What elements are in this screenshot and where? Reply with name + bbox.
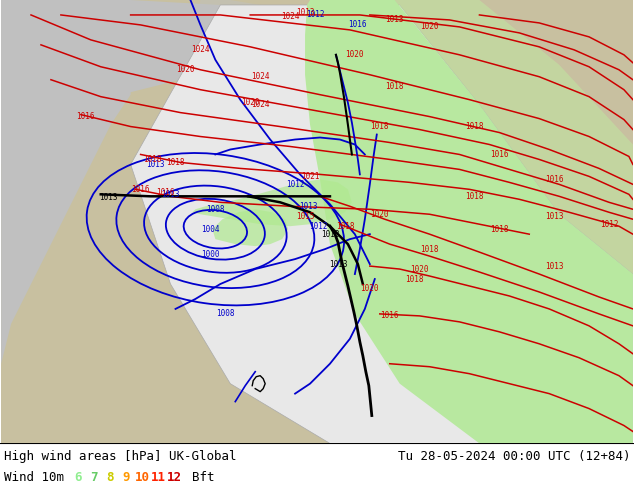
Text: 1018: 1018 [143, 155, 162, 164]
Text: 1018: 1018 [370, 122, 389, 131]
Text: 1018: 1018 [465, 192, 484, 201]
Text: 1021: 1021 [301, 172, 320, 181]
Text: 1013: 1013 [385, 15, 404, 24]
Text: 10: 10 [134, 470, 150, 484]
Text: 1024: 1024 [251, 100, 269, 109]
Text: 1024: 1024 [281, 12, 299, 22]
Text: 1013: 1013 [299, 202, 317, 211]
Text: 1012: 1012 [600, 220, 618, 229]
Text: 1016: 1016 [380, 312, 399, 320]
Text: High wind areas [hPa] UK-Global: High wind areas [hPa] UK-Global [4, 450, 236, 463]
Text: 1018: 1018 [335, 221, 354, 231]
Text: 1013: 1013 [321, 230, 339, 239]
Text: 8: 8 [107, 470, 113, 484]
Text: 1013: 1013 [100, 193, 118, 202]
Text: 1020: 1020 [370, 210, 389, 219]
Text: 1013: 1013 [545, 262, 564, 270]
Text: 1008: 1008 [206, 205, 224, 214]
Text: 1008: 1008 [216, 309, 235, 318]
Text: 1012: 1012 [309, 221, 327, 231]
Text: 12: 12 [167, 470, 181, 484]
Text: 1016: 1016 [131, 185, 150, 194]
Text: 1024: 1024 [251, 72, 269, 81]
Polygon shape [1, 0, 221, 165]
Text: 1024: 1024 [191, 46, 210, 54]
Text: 11: 11 [150, 470, 165, 484]
Text: 1018: 1018 [385, 82, 404, 91]
Text: 1016: 1016 [490, 150, 508, 159]
Polygon shape [395, 0, 633, 274]
Text: 1013: 1013 [545, 212, 564, 220]
Text: 9: 9 [122, 470, 130, 484]
Text: 1016: 1016 [156, 188, 175, 197]
Text: 1020: 1020 [410, 265, 429, 273]
Text: 1016: 1016 [77, 112, 95, 121]
Text: 1013: 1013 [328, 260, 347, 269]
Text: 1020: 1020 [241, 98, 259, 107]
Text: 1015: 1015 [296, 212, 314, 220]
Text: Bft: Bft [192, 470, 214, 484]
Text: 1013: 1013 [161, 190, 180, 199]
Text: 1018: 1018 [490, 225, 508, 234]
Text: 1020: 1020 [176, 65, 195, 74]
Text: 1018: 1018 [405, 274, 424, 284]
Polygon shape [195, 0, 270, 75]
Text: 1016: 1016 [349, 21, 367, 29]
Text: Wind 10m: Wind 10m [4, 470, 64, 484]
Text: 1020: 1020 [346, 50, 364, 59]
Text: 7: 7 [90, 470, 98, 484]
Text: 1000: 1000 [201, 249, 219, 259]
Text: 1012: 1012 [286, 180, 304, 189]
Text: 1016: 1016 [545, 175, 564, 184]
Text: 1018: 1018 [420, 245, 439, 254]
Polygon shape [212, 209, 288, 246]
Text: 1013: 1013 [146, 160, 165, 169]
Text: 1012: 1012 [306, 10, 324, 20]
Text: 1018: 1018 [465, 122, 484, 131]
Text: 6: 6 [74, 470, 82, 484]
Text: 1018: 1018 [166, 158, 184, 167]
Polygon shape [1, 0, 131, 364]
Text: Tu 28-05-2024 00:00 UTC (12+84): Tu 28-05-2024 00:00 UTC (12+84) [398, 450, 630, 463]
Text: 1020: 1020 [420, 23, 439, 31]
Polygon shape [193, 179, 352, 226]
Text: 1004: 1004 [201, 225, 219, 234]
Text: 1013: 1013 [296, 8, 314, 18]
Polygon shape [305, 0, 633, 443]
Polygon shape [131, 5, 633, 443]
Text: 1020: 1020 [361, 285, 379, 294]
